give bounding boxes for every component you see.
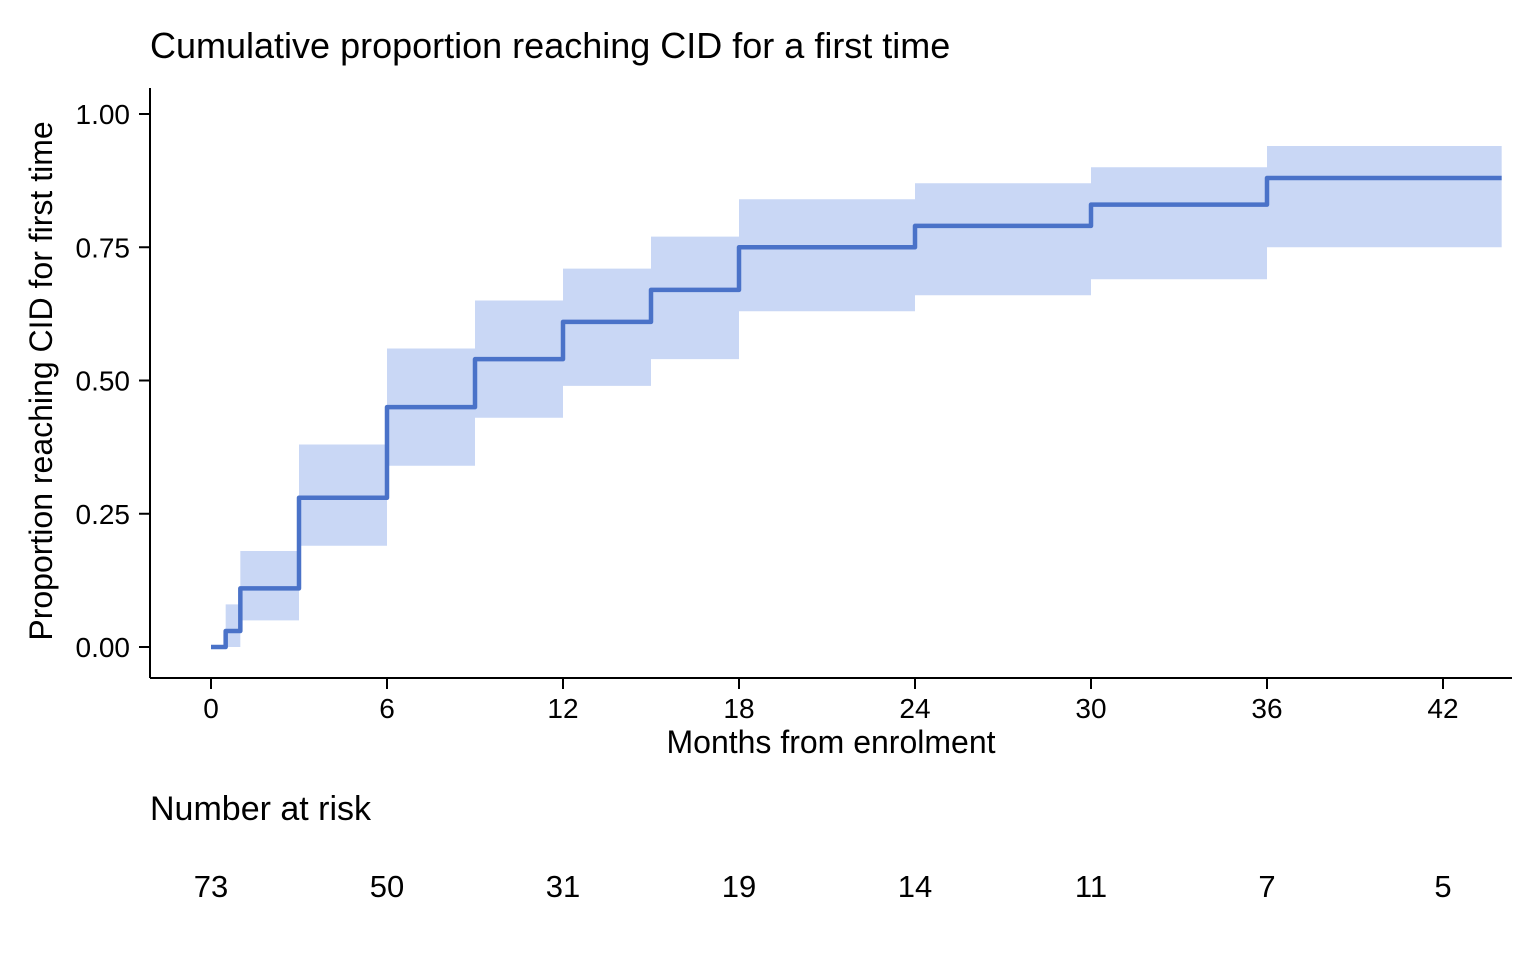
risk-count: 7 [1258,869,1275,904]
risk-count: 50 [370,869,404,904]
x-tick-label: 30 [1075,693,1106,724]
x-axis-title: Months from enrolment [666,724,995,760]
y-tick-label: 0.25 [76,499,131,530]
x-tick-label: 12 [547,693,578,724]
plot-layers: 0 6 12 18 24 30 36 42 0.00 0.25 0.50 0.75 1.00 73 50 31… [76,88,1512,904]
y-tick-label: 0.75 [76,232,131,263]
y-tick-label: 0.50 [76,366,131,397]
risk-count: 31 [546,869,580,904]
survival-step-line [211,175,1502,650]
y-axis-title: Proportion reaching CID for first time [23,121,59,640]
x-tick-label: 0 [203,693,219,724]
x-tick-label: 24 [899,693,930,724]
y-tick-label: 1.00 [76,99,131,130]
x-tick-label: 42 [1427,693,1458,724]
risk-count: 14 [898,869,932,904]
number-at-risk-label: Number at risk [150,790,372,828]
risk-count: 73 [194,869,228,904]
x-tick-label: 36 [1251,693,1282,724]
y-tick-label: 0.00 [76,632,131,663]
risk-count: 5 [1434,869,1451,904]
confidence-band [211,145,1502,648]
risk-count: 19 [722,869,756,904]
x-tick-label: 18 [723,693,754,724]
risk-count: 11 [1075,869,1107,904]
x-tick-label: 6 [379,693,395,724]
chart-title: Cumulative proportion reaching CID for a… [150,25,950,66]
